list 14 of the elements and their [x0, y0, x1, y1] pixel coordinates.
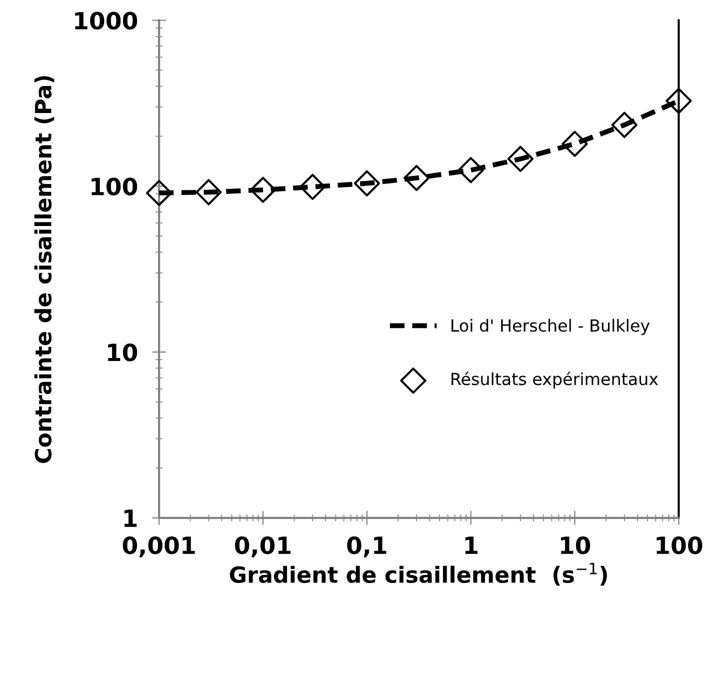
x-tick-label: 1 [465, 536, 478, 554]
y-tick-label: 10 [108, 343, 138, 362]
x-tick-label: 0,001 [122, 536, 195, 558]
y-tick-label: 1000 [75, 12, 138, 30]
y-tick-label: 100 [92, 178, 138, 196]
y-axis-title: Contrainte de cisaillement (Pa) [34, 76, 54, 463]
x-tick-label: 10 [561, 536, 590, 554]
x-tick-label: 100 [656, 536, 702, 554]
y-tick-label: 1 [124, 510, 137, 527]
x-axis-title: Gradient de cisaillement (s$^{−1}$) [230, 562, 607, 586]
legend-label: Résultats expérimentaux [452, 372, 658, 388]
legend-label: Loi d' Herschel - Bulkley [452, 318, 650, 336]
x-tick-label: 0,1 [347, 536, 386, 558]
x-tick-label: 0,01 [235, 536, 291, 558]
